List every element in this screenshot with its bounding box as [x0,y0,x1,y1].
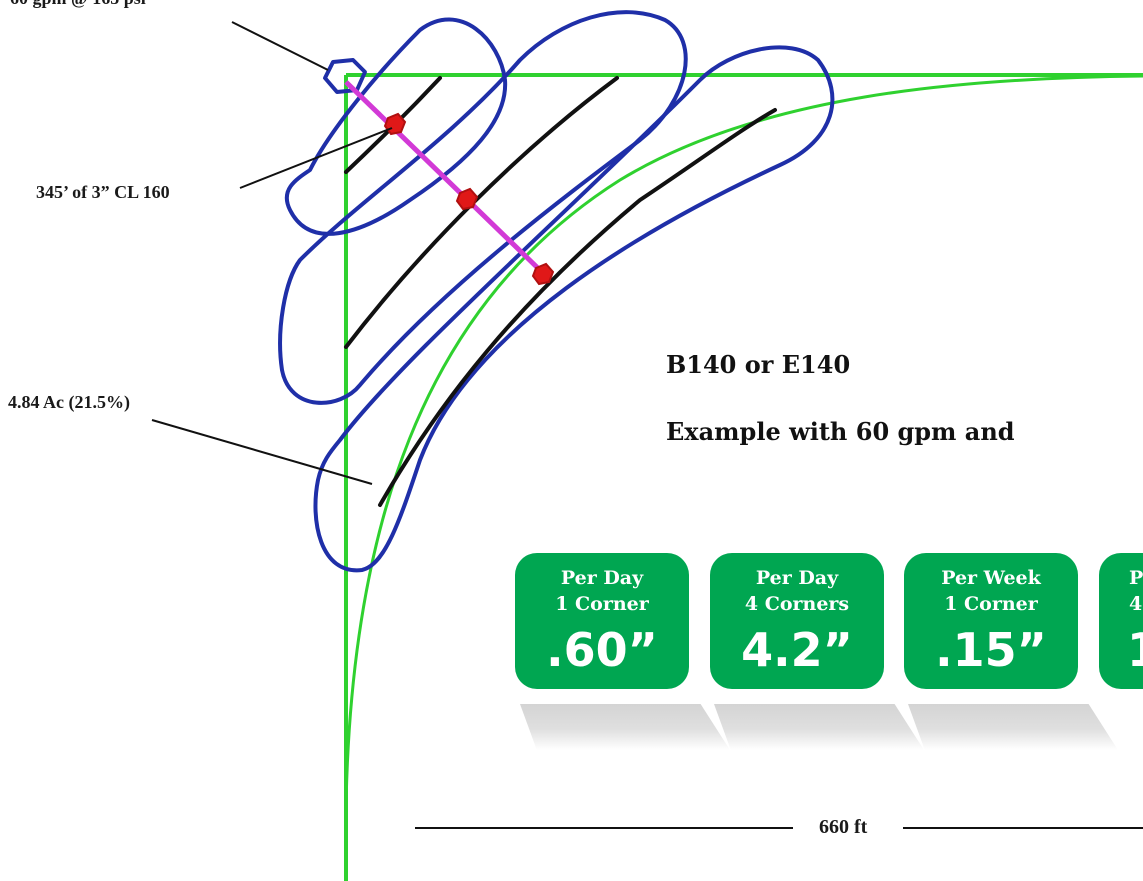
card-title: Per Day [560,567,644,589]
card-shadow [714,704,924,750]
card-shadow [908,704,1118,750]
card-title: Per Week [941,567,1041,589]
card-subtitle: 4 [1129,593,1143,615]
wetted-outline-small [284,17,508,236]
metric-card-week-1-corner: Per Week 1 Corner .15” [904,553,1078,689]
leader-lines [151,21,393,485]
sprinkler-stations [383,112,555,286]
metric-card-week-4-corners: P 4 1 [1099,553,1143,689]
wetted-outline-medium [278,10,688,405]
supply-pipe [344,80,547,277]
area-coverage-label: 4.84 Ac (21.5%) [8,392,130,412]
wetted-pattern-outlines [278,10,835,573]
card-value: 4.2” [741,623,853,677]
travel-path-3 [378,108,777,507]
card-value: .60” [546,623,658,677]
example-heading: Example with 60 gpm and [666,417,1015,446]
card-subtitle: 1 Corner [944,593,1038,615]
metric-card-day-4-corners: Per Day 4 Corners 4.2” [710,553,884,689]
wetted-outline-large [313,45,835,573]
scale-label: 660 ft [819,816,868,838]
card-shadow [520,704,730,750]
flow-rate-label: 60 gpm @ 165 psi [10,0,146,9]
leader-flow [231,21,329,71]
pivot-boundary-arc [344,74,1143,871]
card-value: .15” [935,623,1047,677]
scale-line-left [415,827,793,829]
card-title: Per Day [755,567,839,589]
station-marker-2 [455,187,479,211]
card-value: 1 [1099,623,1143,677]
leader-area [151,419,373,485]
metric-card-day-1-corner: Per Day 1 Corner .60” [515,553,689,689]
card-title: P [1129,567,1143,589]
card-subtitle: 1 Corner [555,593,649,615]
scale-line-right [903,827,1143,829]
pipe-length-label: 345’ of 3” CL 160 [36,182,170,202]
model-heading: B140 or E140 [666,350,851,379]
station-marker-3 [531,262,555,286]
card-subtitle: 4 Corners [744,593,850,615]
leader-pipe [239,127,393,189]
